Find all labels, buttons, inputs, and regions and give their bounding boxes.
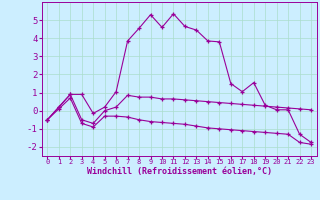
X-axis label: Windchill (Refroidissement éolien,°C): Windchill (Refroidissement éolien,°C)	[87, 167, 272, 176]
